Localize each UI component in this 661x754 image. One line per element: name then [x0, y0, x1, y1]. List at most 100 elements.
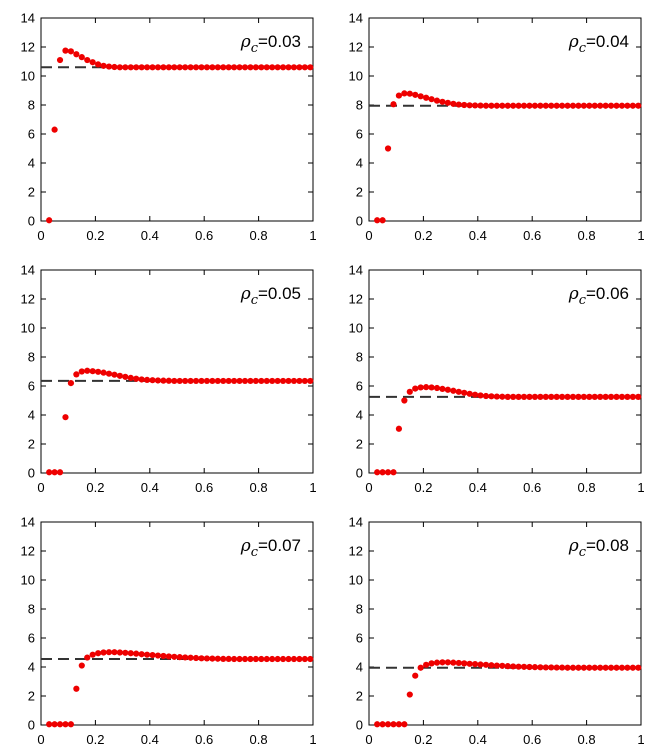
data-point	[67, 380, 75, 387]
data-point	[143, 64, 151, 71]
x-tick-label: 0.8	[250, 480, 268, 495]
data-point	[635, 102, 642, 109]
x-tick-label: 0.6	[523, 228, 541, 243]
chart-panel-4: 0 2 4 6 8 10 12 14 0 0.2 0.4 0.6 0.8 1 ρc=0.06	[349, 263, 645, 496]
x-tick-label: 0.8	[250, 732, 268, 747]
data-point	[46, 721, 53, 728]
y-tick-label: 8	[356, 98, 363, 113]
data-point	[214, 64, 221, 71]
data-point	[160, 377, 167, 384]
x-tick-label: 0.6	[523, 480, 541, 495]
x-tick-label: 0.6	[195, 228, 213, 243]
plot-frame	[368, 17, 642, 222]
data-point	[46, 469, 53, 476]
data-point	[569, 102, 577, 109]
data-point	[520, 393, 528, 400]
label-subscript: c	[251, 41, 259, 56]
data-point	[301, 377, 308, 385]
y-tick-label: 12	[349, 544, 363, 559]
data-point	[450, 100, 457, 107]
data-point	[423, 384, 430, 391]
data-point	[73, 51, 80, 58]
data-point	[258, 655, 265, 663]
data-point	[143, 376, 151, 384]
data-point	[618, 393, 626, 400]
y-tick-label: 10	[21, 321, 35, 336]
data-point	[269, 377, 276, 385]
y-tick-label: 2	[28, 437, 35, 452]
data-point	[51, 126, 58, 133]
data-point	[209, 64, 216, 71]
panel-label: ρc=0.08	[568, 536, 629, 560]
data-point	[477, 392, 484, 399]
data-point	[526, 663, 533, 671]
data-point	[127, 374, 134, 381]
data-point	[548, 393, 555, 400]
data-point	[274, 655, 281, 663]
data-point	[482, 102, 490, 109]
label-symbol: ρ	[568, 284, 579, 304]
y-tick-label: 4	[356, 156, 363, 171]
data-point	[182, 377, 189, 385]
data-point	[520, 102, 528, 109]
x-tick-label: 0.2	[414, 480, 432, 495]
data-point	[111, 63, 118, 71]
y-tick-label: 4	[356, 660, 363, 675]
x-tick-label: 0.8	[578, 228, 596, 243]
label-value: =0.06	[586, 284, 629, 303]
chart-panel-5: 0 2 4 6 8 10 12 14 0 0.2 0.4 0.6 0.8 1 ρc=0.07	[21, 515, 317, 748]
data-point	[580, 393, 587, 400]
data-point	[455, 388, 462, 395]
data-point	[198, 377, 205, 385]
data-point	[564, 664, 571, 671]
data-point	[428, 660, 435, 667]
data-point	[624, 102, 631, 109]
data-point	[301, 655, 308, 663]
data-point	[444, 386, 451, 393]
data-point	[231, 64, 238, 71]
data-point	[417, 93, 424, 100]
data-point	[241, 655, 249, 663]
data-point	[258, 64, 265, 71]
data-point	[133, 650, 140, 657]
data-point	[493, 102, 500, 109]
data-point	[247, 655, 254, 663]
y-tick-label: 6	[356, 631, 363, 646]
chart-panel-2: 0 2 4 6 8 10 12 14 0 0.2 0.4 0.6 0.8 1 ρc=0.04	[349, 11, 645, 244]
data-point	[285, 655, 292, 663]
data-point	[154, 652, 162, 659]
data-point	[209, 377, 216, 385]
x-tick-label: 0.4	[141, 732, 159, 747]
x-tick-label: 1	[309, 480, 316, 495]
data-point	[417, 384, 424, 391]
data-point	[214, 655, 221, 662]
data-point	[542, 102, 549, 109]
x-tick-label: 1	[309, 732, 316, 747]
data-point	[122, 373, 129, 380]
data-point	[564, 393, 571, 400]
data-point	[296, 377, 303, 385]
data-point	[390, 101, 397, 108]
data-point	[537, 393, 544, 400]
y-tick-label: 4	[28, 156, 35, 171]
x-tick-label: 0.8	[250, 228, 268, 243]
plot-frame	[40, 269, 314, 474]
data-point	[374, 469, 381, 476]
data-point	[127, 64, 134, 71]
y-tick-label: 0	[28, 466, 35, 481]
data-point	[285, 377, 292, 385]
data-point	[559, 664, 566, 671]
data-point	[499, 393, 506, 400]
data-point	[488, 662, 495, 669]
data-point	[569, 664, 577, 671]
data-point	[390, 721, 397, 728]
data-point	[433, 659, 441, 666]
data-point	[154, 64, 162, 71]
data-point	[591, 393, 598, 400]
data-point	[160, 64, 167, 71]
data-point	[209, 655, 216, 662]
data-point	[176, 64, 183, 71]
x-tick-label: 0.8	[578, 480, 596, 495]
data-point	[526, 102, 533, 109]
